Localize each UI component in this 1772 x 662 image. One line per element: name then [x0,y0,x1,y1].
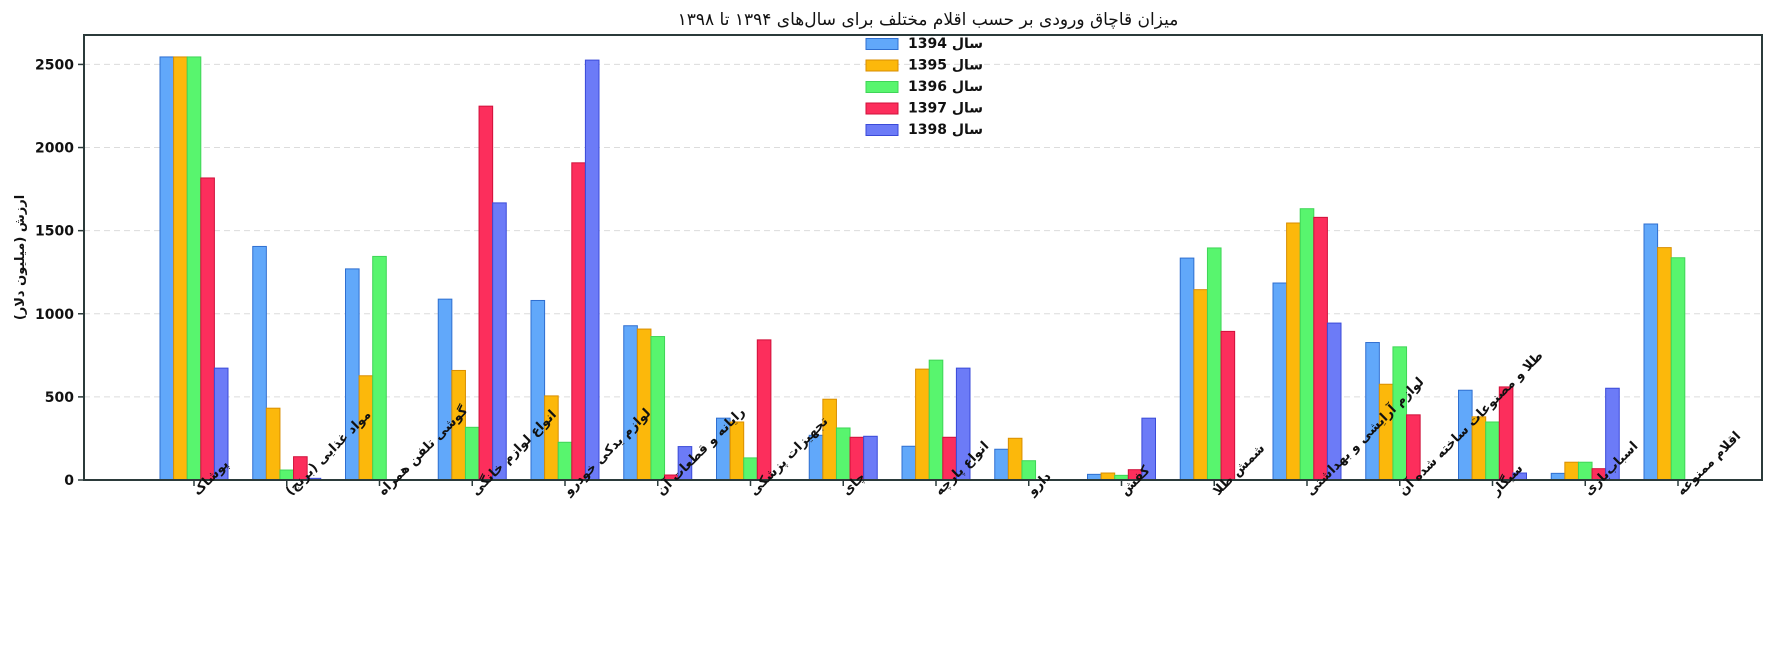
bar [915,368,930,481]
bar [650,336,666,481]
bar [1485,421,1500,481]
legend-swatch [865,59,899,72]
bar [478,105,494,481]
bar [1365,342,1380,481]
bar [1193,289,1208,481]
bar [1657,247,1672,481]
bar [1378,383,1394,481]
legend-label: سال 1396 [908,79,983,95]
bar [1313,216,1328,481]
bar-group [345,255,387,481]
legend-label: سال 1398 [908,122,983,138]
bar [492,202,507,481]
legend-label: سال 1397 [908,101,983,117]
bar [159,56,175,481]
legend-item: سال 1397 [865,101,983,117]
bar [571,162,586,481]
bar [544,395,559,481]
legend-swatch [865,124,899,136]
legend-item: سال 1398 [865,122,983,138]
legend: سال 1394 سال 1395 سال 1396 سال 1397 سال 1398 [865,36,983,138]
bar-group [994,437,1037,481]
bar [1670,257,1686,481]
bar [173,56,188,481]
bar-group [159,56,229,481]
bar-group [1458,386,1528,481]
bar [863,435,878,481]
bar-group [1272,208,1342,481]
bar [1564,461,1579,481]
bar [1220,330,1236,481]
bar-group [808,398,878,481]
bar [1206,247,1222,481]
bar [437,298,453,481]
bar [994,448,1009,481]
bar [557,441,573,481]
bar [1577,461,1593,481]
bar [1179,257,1195,481]
bar [756,339,772,481]
bar-group [252,245,322,481]
bar-group [437,105,507,481]
bar [1021,460,1037,481]
bar [835,427,851,481]
y-axis-label: ارزش (میلیون دلار) [13,195,28,320]
bar [623,325,638,481]
bar-group [530,59,600,481]
bar [743,457,758,481]
legend-label: سال 1394 [908,36,983,52]
y-tick-label: 1000 [35,307,74,323]
bar [1272,282,1288,481]
bars [159,56,1686,481]
legend-item: سال 1395 [865,58,983,74]
legend-item: سال 1396 [865,79,983,95]
bar [1286,222,1301,481]
bar-group [1643,223,1686,481]
bar [464,426,480,481]
bar [372,255,387,481]
bar [1299,208,1315,481]
bar [584,59,600,481]
bar [200,177,215,481]
legend-swatch [865,102,899,115]
bar-group [1179,247,1236,481]
bar-group [901,359,971,481]
legend-label: سال 1395 [908,58,983,74]
bar-group [1550,387,1620,481]
y-tick-label: 0 [64,473,74,489]
bar-group [623,325,693,481]
bar [530,299,546,481]
bar [252,245,267,481]
bar [1100,472,1116,481]
y-axis: 0 500 1000 1500 2000 2500 [35,57,84,489]
bar [901,445,917,481]
y-tick-label: 2500 [35,57,74,73]
bar [265,407,281,481]
legend-item: سال 1394 [865,36,983,52]
y-tick-label: 500 [45,390,74,406]
bar [636,328,652,481]
bar-group [1365,342,1421,481]
y-tick-label: 2000 [35,141,74,157]
bar [1643,223,1659,481]
chart-title: میزان قاچاق ورودی بر حسب اقلام مختلف برا… [678,10,1179,30]
bar [928,359,944,481]
legend-swatch [865,38,899,50]
bar [822,398,837,481]
bar [345,268,360,481]
y-tick-label: 1500 [35,224,74,240]
legend-swatch [865,81,899,93]
bar [1007,437,1023,481]
bar-group [716,339,772,481]
bar [186,56,202,481]
plot-frame [83,34,1763,481]
